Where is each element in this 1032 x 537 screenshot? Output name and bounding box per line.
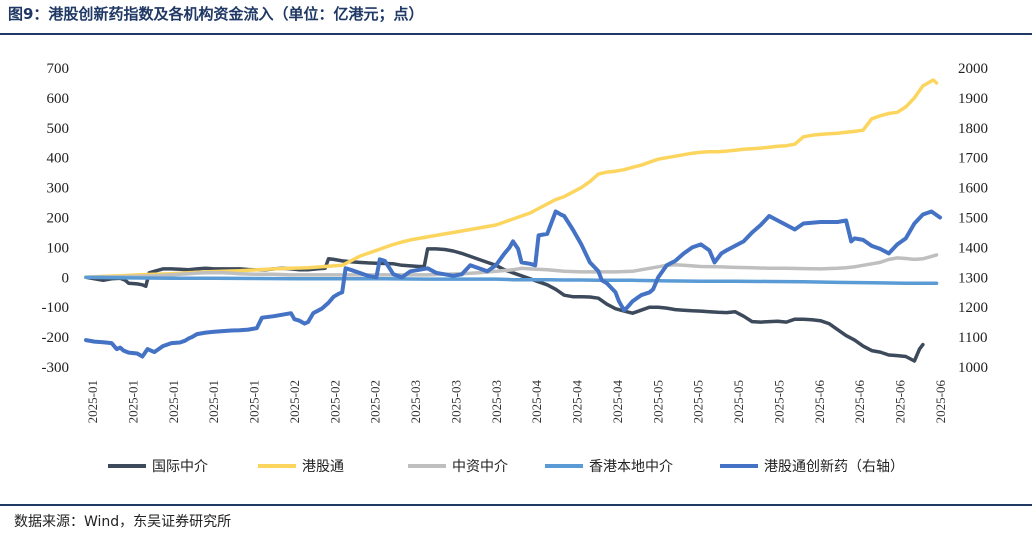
right-tick-label: 1300	[958, 270, 988, 286]
x-tick-label: 2025-03	[448, 380, 463, 423]
top-rule	[0, 33, 1032, 35]
left-tick-label: -300	[42, 360, 70, 376]
legend-label: 香港本地中介	[589, 459, 673, 475]
x-tick-label: 2025-05	[731, 380, 746, 423]
right-tick-label: 1800	[958, 121, 988, 137]
x-tick-label: 2025-03	[408, 380, 423, 423]
series-line-chinese-broker	[84, 253, 939, 280]
right-tick-label: 1000	[958, 360, 988, 376]
x-tick-label: 2025-01	[85, 380, 100, 423]
series-line-hk-local-broker	[84, 275, 939, 286]
left-axis-ticks: 700 600 500 400 300 200 100 0 -100 -200 -300	[42, 61, 70, 376]
left-tick-label: -200	[42, 330, 70, 346]
x-tick-label: 2025-06	[812, 380, 827, 424]
left-tick-label: 300	[47, 181, 70, 197]
x-tick-label: 2025-05	[771, 380, 786, 423]
chart-legend: 国际中介 港股通 中资中介 香港本地中介 港股通创新药（右轴）	[108, 459, 904, 475]
right-tick-label: 1400	[958, 240, 988, 256]
left-tick-label: 700	[47, 61, 70, 77]
legend-label: 港股通创新药（右轴）	[764, 459, 904, 475]
x-tick-label: 2025-01	[125, 380, 140, 423]
x-tick-label: 2025-04	[529, 380, 544, 424]
left-tick-label: 400	[47, 151, 70, 167]
series-lines	[84, 78, 942, 363]
x-tick-label: 2025-01	[206, 380, 221, 423]
x-tick-label: 2025-04	[570, 380, 585, 424]
series-line-intl-broker	[84, 247, 925, 363]
x-tick-label: 2025-05	[650, 380, 665, 423]
x-tick-label: 2025-03	[489, 380, 504, 423]
left-tick-label: -100	[42, 300, 70, 316]
left-tick-label: 200	[47, 211, 70, 227]
right-tick-label: 1600	[958, 181, 988, 197]
right-tick-label: 1700	[958, 151, 988, 167]
x-tick-label: 2025-02	[327, 380, 342, 423]
legend-label: 中资中介	[452, 459, 508, 475]
x-tick-label: 2025-05	[691, 380, 706, 423]
right-tick-label: 1500	[958, 211, 988, 227]
right-axis-ticks: 2000 1900 1800 1700 1600 1500 1400 1300 1200 1100…	[958, 61, 988, 376]
x-tick-label: 2025-06	[893, 380, 908, 424]
x-tick-label: 2025-02	[368, 380, 383, 423]
x-tick-label: 2025-04	[610, 380, 625, 424]
series-line-innovative-drug-index	[84, 209, 942, 359]
left-tick-label: 0	[62, 270, 70, 286]
legend-label: 国际中介	[152, 459, 208, 475]
right-tick-label: 1900	[958, 91, 988, 107]
legend-label: 港股通	[302, 459, 344, 475]
left-tick-label: 100	[47, 240, 70, 256]
source-note: 数据来源：Wind，东吴证券研究所	[14, 514, 232, 530]
figure-title: 图9：港股创新药指数及各机构资金流入（单位：亿港元；点）	[8, 5, 424, 23]
x-axis-ticks: 2025-01 2025-01 2025-01 2025-01 2025-01 2025-…	[85, 380, 948, 424]
right-tick-label: 1100	[958, 330, 987, 346]
right-tick-label: 1200	[958, 300, 988, 316]
left-tick-label: 600	[47, 91, 70, 107]
right-tick-label: 2000	[958, 61, 988, 77]
x-tick-label: 2025-01	[247, 380, 262, 423]
bottom-rule	[0, 504, 1032, 506]
series-line-southbound	[84, 78, 939, 280]
x-tick-label: 2025-02	[287, 380, 302, 423]
x-tick-label: 2025-06	[933, 380, 948, 424]
x-tick-label: 2025-01	[166, 380, 181, 423]
x-tick-label: 2025-06	[852, 380, 867, 424]
left-tick-label: 500	[47, 121, 70, 137]
